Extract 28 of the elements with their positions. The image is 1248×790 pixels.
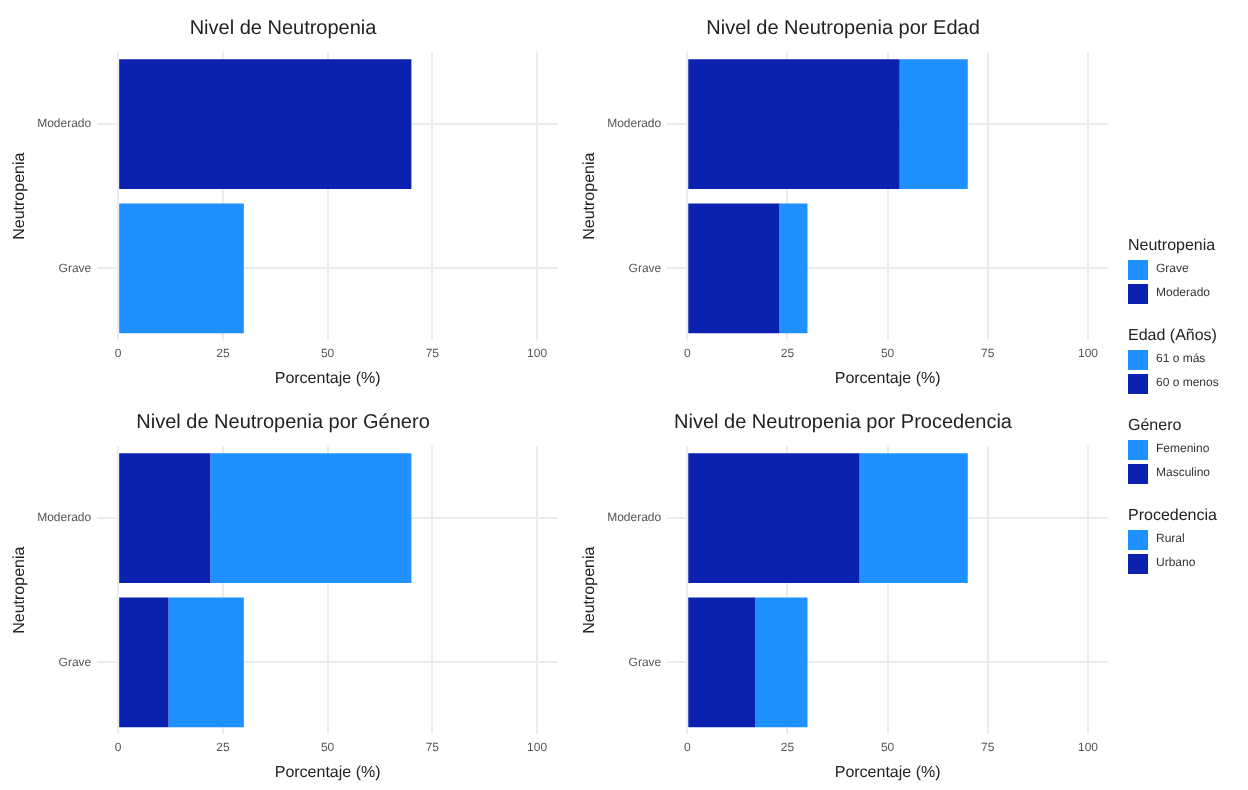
legend-title: Género — [1128, 416, 1184, 434]
y-axis-title: Neutropenia — [10, 545, 29, 634]
x-axis-title: Porcentaje (%) — [834, 368, 942, 387]
bar — [688, 203, 780, 334]
bar — [119, 453, 211, 583]
y-axis-title: Neutropenia — [580, 151, 599, 240]
chart-title: Nivel de Neutropenia por Procedencia — [674, 411, 1013, 434]
y-axis-title: Neutropenia — [10, 151, 29, 240]
bar — [899, 59, 968, 189]
bar — [859, 453, 968, 583]
bar — [168, 597, 244, 728]
bar — [755, 597, 808, 728]
chart-title: Nivel de Neutropenia por Género — [136, 411, 431, 434]
legend-title: Neutropenia — [1128, 236, 1216, 254]
x-axis-title: Porcentaje (%) — [274, 762, 382, 781]
bar — [688, 453, 860, 583]
x-axis-title: Porcentaje (%) — [834, 762, 942, 781]
bar — [688, 59, 900, 189]
bar — [779, 203, 808, 334]
bar — [119, 597, 169, 728]
chart-title: Nivel de Neutropenia por Edad — [706, 17, 980, 40]
bar — [688, 597, 756, 728]
bar — [210, 453, 412, 583]
legend-title: Edad (Años) — [1128, 326, 1219, 344]
legend-title: Procedencia — [1128, 506, 1217, 524]
chart-title: Nivel de Neutropenia — [189, 17, 378, 40]
y-axis-title: Neutropenia — [580, 545, 599, 634]
x-axis-title: Porcentaje (%) — [274, 368, 382, 387]
